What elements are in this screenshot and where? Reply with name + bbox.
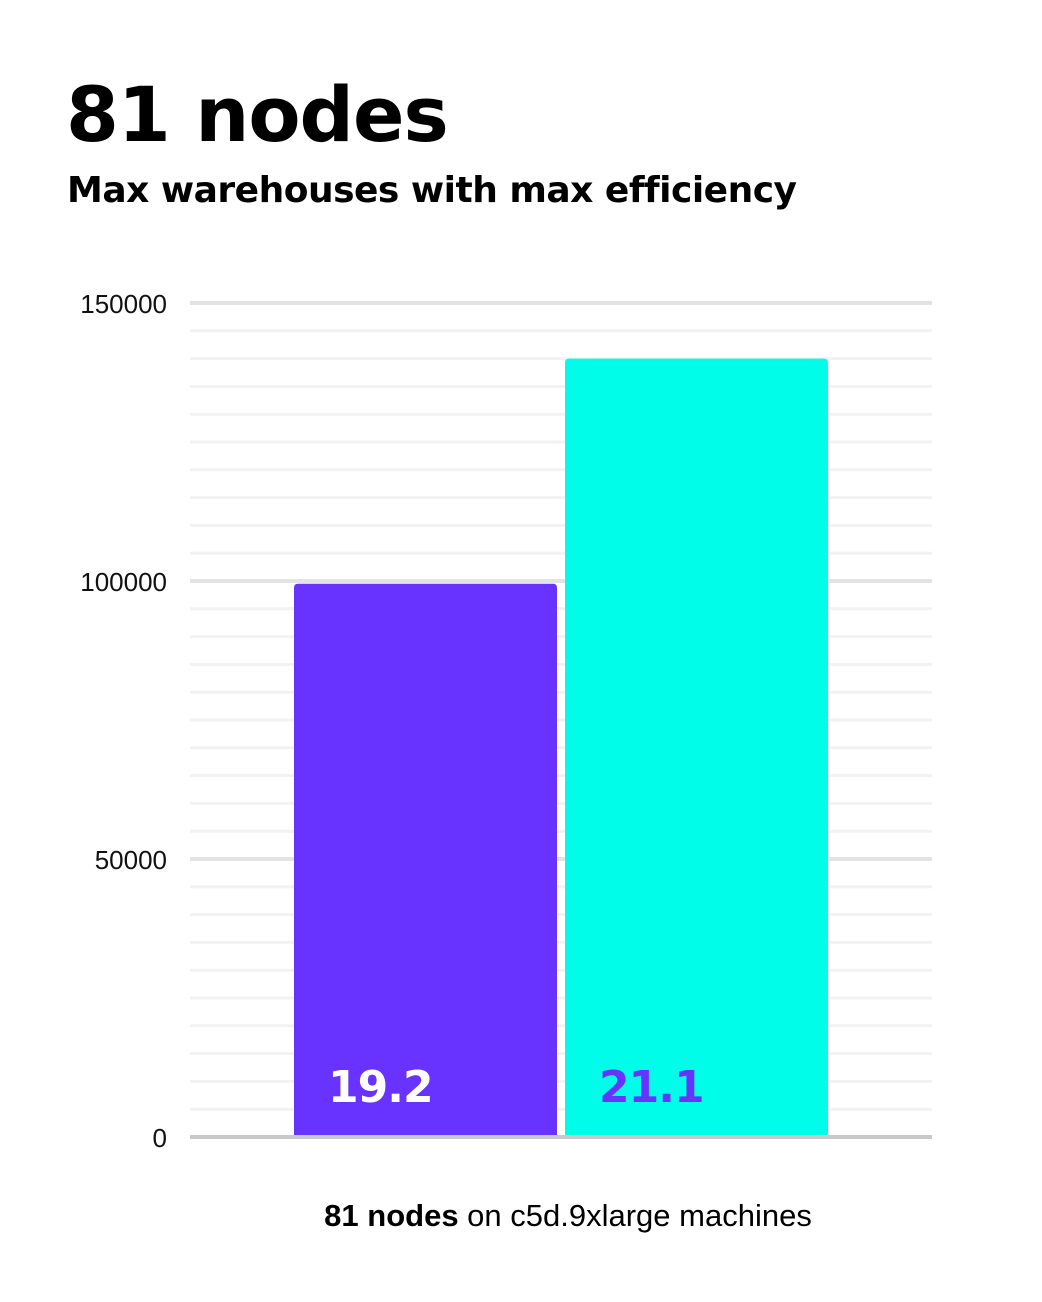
chart-title: 81 nodes [66,70,449,159]
bar [565,358,828,1138]
bar-data-label: 19.2 [328,1062,433,1113]
x-axis-label-bold: 81 nodes [324,1198,459,1233]
chart-subtitle: Max warehouses with max efficiency [67,170,797,211]
y-tick-label: 50000 [95,845,167,875]
bar-data-label: 21.1 [599,1062,704,1113]
bar [294,583,557,1137]
y-tick-label: 150000 [80,289,167,319]
x-axis-label-rest: on c5d.9xlarge machines [458,1198,812,1233]
y-tick-label: 0 [153,1123,167,1153]
x-axis-label: 81 nodes on c5d.9xlarge machines [0,1198,1042,1234]
y-tick-label: 100000 [80,567,167,597]
